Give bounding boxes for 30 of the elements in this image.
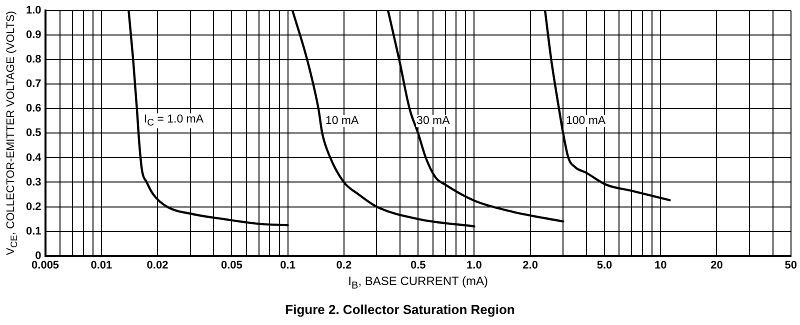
x-tick-label: 0.05 (220, 259, 242, 272)
x-tick-label: 0.02 (146, 259, 168, 272)
x-tick-label: 0.01 (90, 259, 112, 272)
series-label: 100 mA (564, 114, 607, 127)
y-tick-label: 0.4 (26, 152, 42, 164)
y-tick-label: 0.1 (26, 225, 42, 238)
x-axis-title: I$_{B}$, BASE CURRENT (mA) (348, 274, 488, 292)
x-tick-label: 20 (710, 259, 723, 272)
y-tick-label: 0.9 (26, 29, 42, 42)
y-tick-label: 0.2 (26, 200, 42, 213)
x-tick-label: 10 (654, 259, 667, 272)
x-tick-label: 2.0 (522, 259, 538, 272)
y-tick-label: 0.5 (26, 127, 42, 140)
series-label: 30 mA (416, 114, 451, 127)
series-label: I$_{C}$ = 1.0 mA (142, 113, 205, 129)
y-tick-label: 0 (35, 250, 42, 262)
x-tick-label: 1.0 (466, 259, 482, 272)
series-label: 10 mA (324, 114, 360, 127)
x-tick-label: 0.2 (336, 259, 352, 272)
y-tick-label: 0.3 (26, 176, 42, 188)
y-tick-label: 1.0 (26, 4, 42, 17)
x-tick-label: 0.1 (280, 259, 296, 272)
x-tick-label: 50 (784, 259, 798, 272)
y-tick-label: 0.6 (26, 102, 42, 115)
y-tick-label: 0.8 (26, 54, 42, 66)
x-tick-label: 0.5 (410, 259, 426, 272)
x-tick-label: 5.0 (596, 259, 612, 272)
text: Figure 2. Collector Saturation Region (284, 302, 516, 317)
y-tick-label: 0.7 (26, 78, 42, 90)
x-tick-label: 0.005 (32, 259, 60, 272)
